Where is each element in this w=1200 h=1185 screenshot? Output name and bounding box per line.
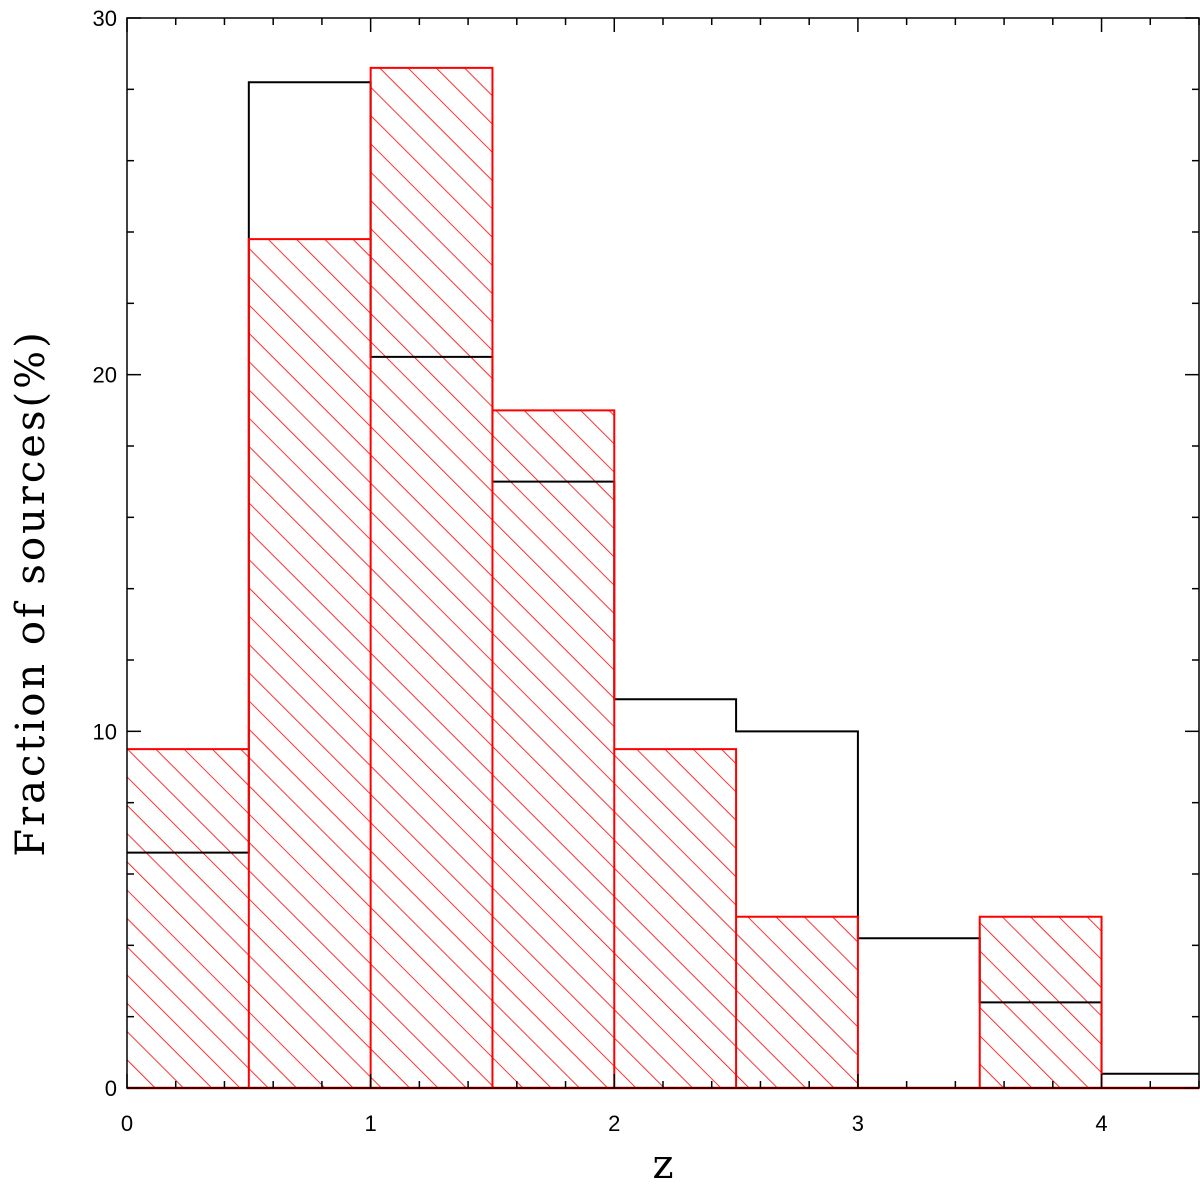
x-tick-label: 2	[608, 1111, 620, 1136]
hatched-bar	[127, 749, 249, 1088]
x-tick-label: 3	[852, 1111, 864, 1136]
hatched-bars-layer	[127, 67, 1102, 1089]
x-tick-label: 1	[365, 1111, 377, 1136]
plot-frame	[126, 17, 1200, 1089]
y-tick-label: 20	[93, 363, 117, 388]
black-step-line	[127, 81, 1199, 1075]
y-tick-label: 0	[105, 1076, 117, 1101]
tick-labels-layer: 0 1 2 3 4 0 10 20 30	[93, 6, 1108, 1136]
hatched-bar	[492, 410, 615, 1088]
hatched-bar	[370, 67, 493, 1088]
red-step-line	[127, 66, 1199, 1089]
y-tick-label: 10	[93, 719, 117, 744]
x-tick-label: 0	[121, 1111, 133, 1136]
y-tick-label: 30	[93, 6, 117, 31]
black-step-layer	[127, 81, 1199, 1075]
x-tick-label: 4	[1095, 1111, 1107, 1136]
x-axis-label: z	[652, 1142, 673, 1185]
hatched-bar	[736, 916, 858, 1088]
y-axis-label: Fraction of sources(%)	[8, 329, 54, 856]
hatched-bar	[248, 239, 371, 1089]
hatched-bar	[614, 749, 737, 1088]
